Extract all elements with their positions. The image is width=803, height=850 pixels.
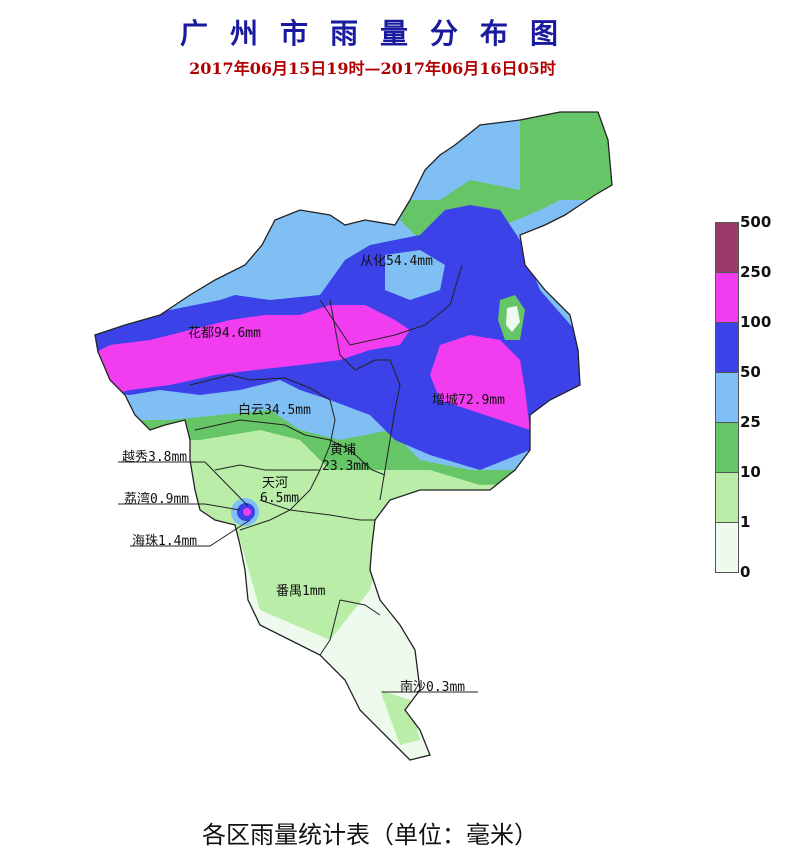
label-nansha: 南沙0.3mm	[400, 680, 466, 695]
legend-tick: 500	[740, 213, 772, 231]
map-subtitle: 2017年06月15日19时—2017年06月16日05时	[189, 59, 556, 78]
legend-swatch-50-100	[716, 323, 738, 373]
legend-tick: 10	[740, 463, 761, 481]
label-zengcheng: 增城72.9mm	[432, 393, 505, 408]
legend-tick: 1	[740, 513, 751, 531]
legend-swatch-10-25	[716, 423, 738, 473]
label-yuexiu: 越秀3.8mm	[122, 450, 188, 465]
label-baiyun: 白云34.5mm	[238, 403, 311, 418]
legend-swatch-250-500	[716, 223, 738, 273]
label-huadu: 花都94.6mm	[188, 326, 261, 341]
map-title: 广州市雨量分布图	[179, 17, 580, 50]
legend-tick: 0	[740, 563, 751, 581]
legend-swatch-0-1	[716, 523, 738, 572]
legend-tick: 100	[740, 313, 772, 331]
label-tianhe-value: 6.5mm	[260, 491, 300, 506]
legend-tick: 50	[740, 363, 761, 381]
legend-tick: 25	[740, 413, 761, 431]
legend-swatch-100-250	[716, 273, 738, 323]
stats-table-title: 各区雨量统计表（单位：毫米）	[202, 821, 538, 849]
label-liwan: 荔湾0.9mm	[124, 492, 190, 507]
rainfall-legend	[715, 222, 739, 573]
legend-swatch-25-50	[716, 373, 738, 423]
legend-swatch-1-10	[716, 473, 738, 523]
label-panyu: 番禺1mm	[276, 584, 326, 599]
label-huangpu-name: 黄埔	[330, 443, 357, 458]
label-huangpu-value: 23.3mm	[322, 459, 369, 474]
label-tianhe-name: 天河	[262, 476, 289, 491]
label-haizhu: 海珠1.4mm	[132, 534, 198, 549]
label-conghua: 从化54.4mm	[360, 254, 433, 269]
legend-tick: 250	[740, 263, 772, 281]
